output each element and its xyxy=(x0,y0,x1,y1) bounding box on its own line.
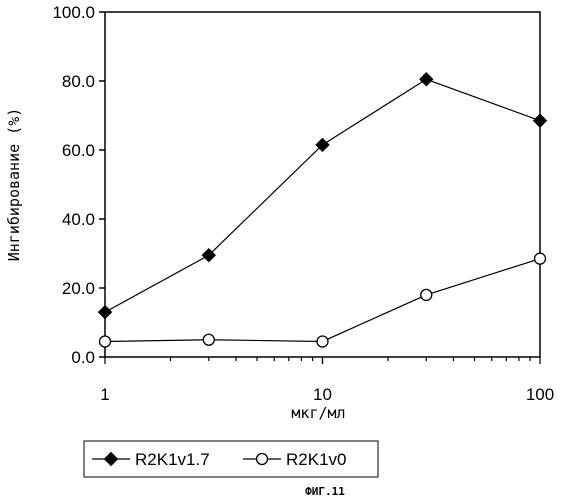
data-point xyxy=(100,336,111,347)
figure-caption: ФИГ.11 xyxy=(305,485,345,498)
legend-entry-label: R2K1v0 xyxy=(286,450,346,469)
x-tick-label: 100 xyxy=(526,385,554,404)
series-R2K1v0 xyxy=(100,253,546,347)
y-axis-ticks: 0.0 20.0 40.0 60.0 80.0 100.0 xyxy=(52,3,105,367)
y-tick-label: 40.0 xyxy=(62,210,95,229)
series-line xyxy=(105,259,540,342)
legend-entry-label: R2K1v1.7 xyxy=(135,450,210,469)
x-axis-ticks: 1 10 100 xyxy=(100,357,554,404)
legend-items: R2K1v1.7 R2K1v0 xyxy=(92,450,346,469)
data-point xyxy=(99,306,112,319)
x-tick-label: 10 xyxy=(313,385,332,404)
y-tick-label: 0.0 xyxy=(71,348,95,367)
legend: R2K1v1.7 R2K1v0 xyxy=(84,441,378,477)
y-tick-label: 100.0 xyxy=(52,3,95,22)
legend-marker xyxy=(105,453,118,466)
plot-area-border xyxy=(105,12,540,357)
y-tick-label: 20.0 xyxy=(62,279,95,298)
data-point xyxy=(203,334,214,345)
y-axis-label: Ингибирование (%) xyxy=(5,108,23,262)
series-layer xyxy=(99,73,547,347)
x-tick-label: 1 xyxy=(100,385,109,404)
data-point xyxy=(317,336,328,347)
data-point xyxy=(535,253,546,264)
x-axis-label: мкг/мл xyxy=(291,404,345,422)
y-tick-label: 80.0 xyxy=(62,72,95,91)
data-point xyxy=(420,73,433,86)
plot-frame xyxy=(105,12,540,357)
series-line xyxy=(105,79,540,312)
series-R2K1v1.7 xyxy=(99,73,547,319)
data-point xyxy=(421,289,432,300)
y-tick-label: 60.0 xyxy=(62,141,95,160)
data-point xyxy=(534,114,547,127)
legend-marker xyxy=(257,454,268,465)
